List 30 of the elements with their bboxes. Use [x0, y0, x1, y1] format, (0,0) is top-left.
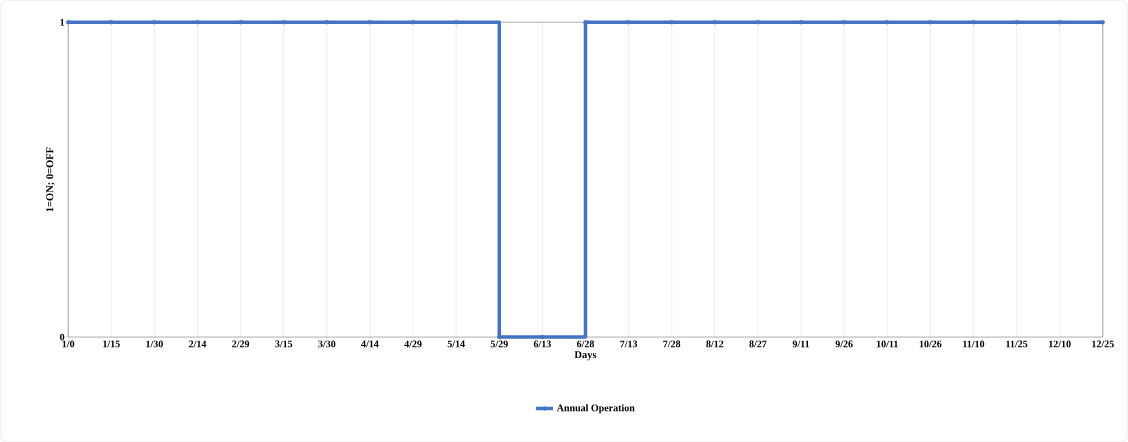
x-tick-label: 5/29	[490, 340, 508, 348]
x-tick-label: 7/28	[663, 340, 681, 348]
y-axis-title: 1=ON; 0=OFF	[46, 147, 55, 212]
x-tick-label: 9/26	[835, 340, 853, 348]
x-tick-label: 6/28	[576, 340, 595, 348]
x-tick-label: 11/25	[1006, 340, 1028, 348]
x-tick-label: 4/29	[404, 340, 422, 348]
x-tick-label: 3/15	[275, 340, 293, 348]
x-tick-label: 2/29	[232, 340, 250, 348]
x-tick-label: 11/10	[963, 340, 985, 348]
x-tick-label: 12/25	[1092, 340, 1114, 348]
x-tick-label: 12/10	[1049, 340, 1071, 348]
x-tick-label: 10/11	[876, 340, 898, 348]
x-tick-label: 7/13	[620, 340, 638, 348]
x-tick-label: 6/13	[533, 340, 551, 348]
x-tick-label: 2/14	[189, 340, 207, 348]
x-tick-label: 10/26	[919, 340, 942, 348]
x-tick-label: 1/15	[103, 340, 120, 348]
y-tick-label: 1	[60, 18, 65, 26]
x-tick-label: 3/30	[318, 340, 336, 348]
y-tick-label: 0	[60, 333, 65, 341]
x-tick-label: 8/27	[749, 340, 767, 348]
x-tick-label: 8/12	[706, 340, 724, 348]
x-tick-label: 1/30	[146, 340, 163, 348]
x-tick-label: 1/0	[62, 340, 75, 348]
x-tick-label: 5/14	[447, 340, 465, 348]
x-axis-title: Days	[574, 351, 597, 361]
x-tick-label: 9/11	[792, 340, 810, 348]
legend-label: Annual Operation	[556, 404, 635, 414]
x-tick-label: 4/14	[361, 340, 379, 348]
